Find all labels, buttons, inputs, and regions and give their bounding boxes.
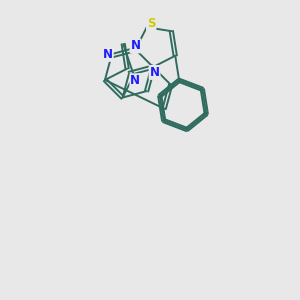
- Text: N: N: [130, 39, 140, 52]
- Text: N: N: [150, 66, 160, 79]
- Text: S: S: [147, 17, 155, 30]
- Text: N: N: [103, 48, 113, 61]
- Text: N: N: [130, 74, 140, 87]
